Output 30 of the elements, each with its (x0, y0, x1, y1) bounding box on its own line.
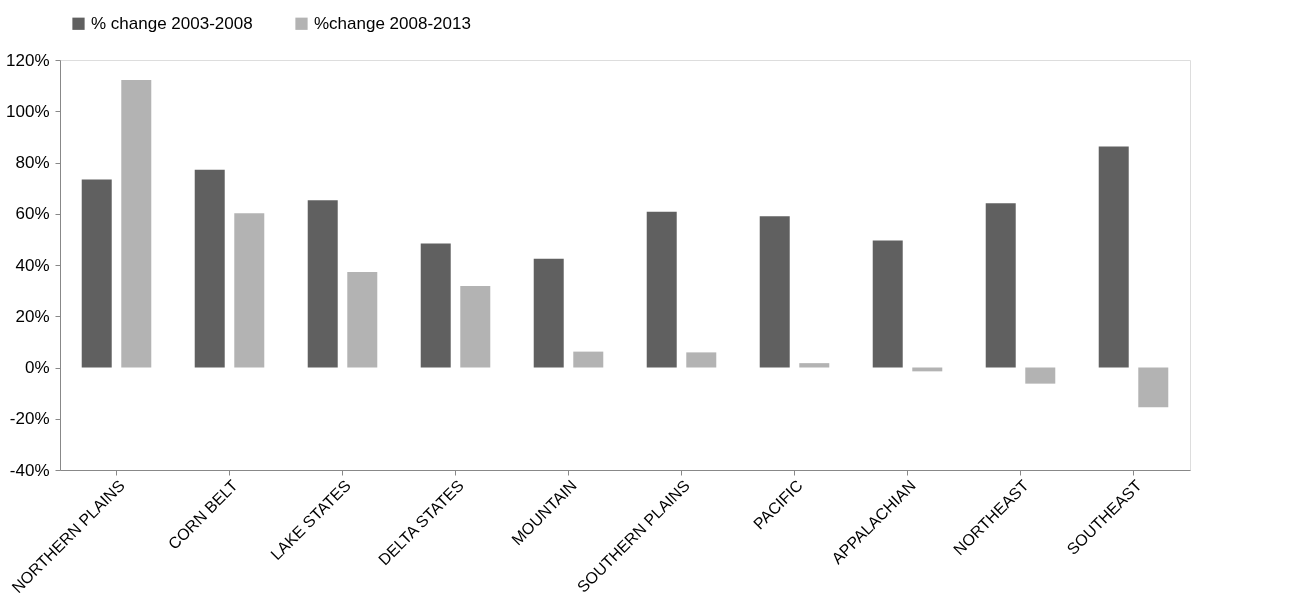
bar (759, 216, 790, 368)
bar (121, 79, 152, 368)
bar (1138, 367, 1169, 408)
legend-label: % change 2003-2008 (91, 13, 253, 33)
y-tick-label: 80% (15, 153, 50, 172)
bar (985, 203, 1016, 368)
bar (347, 271, 378, 368)
bar (1098, 146, 1129, 368)
y-tick-label: 60% (15, 204, 50, 224)
bar (420, 243, 451, 368)
bar (1025, 367, 1056, 384)
bar (872, 240, 903, 368)
y-tick-label: -20% (9, 409, 50, 429)
y-tick-label: 120% (6, 50, 50, 70)
y-tick-label: 0% (24, 358, 50, 377)
bar (194, 169, 225, 368)
y-tick-label: -40% (9, 460, 50, 480)
bar (81, 179, 112, 368)
y-tick-label: 100% (6, 101, 50, 121)
bar (799, 363, 830, 368)
legend-label: %change 2008-2013 (314, 13, 471, 33)
y-tick-label: 40% (15, 255, 50, 275)
y-tick-label: 20% (15, 306, 50, 326)
bar (686, 352, 717, 368)
bar (533, 258, 564, 368)
bar (234, 213, 265, 368)
bar (460, 286, 491, 368)
bar (573, 351, 604, 368)
bar (646, 211, 677, 368)
bar (307, 200, 338, 368)
